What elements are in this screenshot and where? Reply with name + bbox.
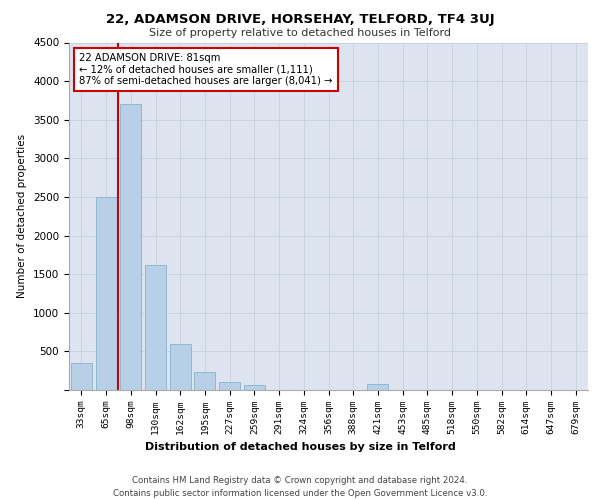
Text: 22, ADAMSON DRIVE, HORSEHAY, TELFORD, TF4 3UJ: 22, ADAMSON DRIVE, HORSEHAY, TELFORD, TF… — [106, 12, 494, 26]
Text: 22 ADAMSON DRIVE: 81sqm
← 12% of detached houses are smaller (1,111)
87% of semi: 22 ADAMSON DRIVE: 81sqm ← 12% of detache… — [79, 53, 333, 86]
Bar — [120, 104, 141, 390]
Bar — [71, 363, 92, 390]
Text: Size of property relative to detached houses in Telford: Size of property relative to detached ho… — [149, 28, 451, 38]
Bar — [170, 344, 191, 390]
Text: Distribution of detached houses by size in Telford: Distribution of detached houses by size … — [145, 442, 455, 452]
Bar — [194, 372, 215, 390]
Bar — [244, 385, 265, 390]
Y-axis label: Number of detached properties: Number of detached properties — [17, 134, 28, 298]
Bar — [95, 197, 116, 390]
Bar — [219, 382, 240, 390]
Text: Contains HM Land Registry data © Crown copyright and database right 2024.
Contai: Contains HM Land Registry data © Crown c… — [113, 476, 487, 498]
Bar — [367, 384, 388, 390]
Bar — [145, 264, 166, 390]
